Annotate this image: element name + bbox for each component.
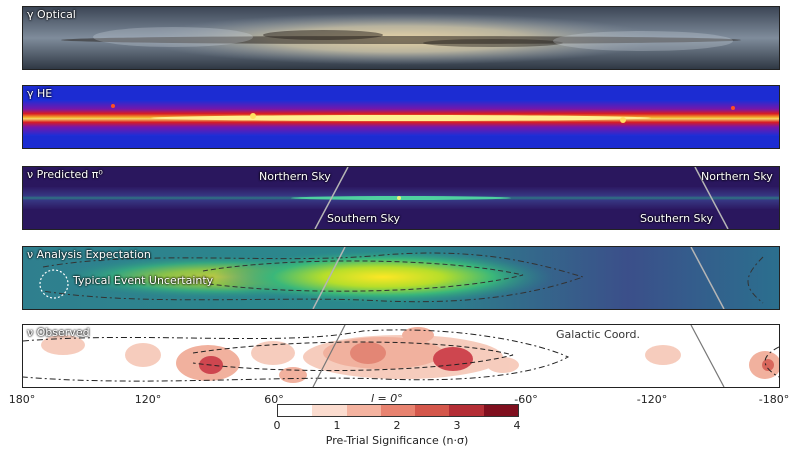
axis-tick-neg60: -60° [514, 393, 538, 406]
observed-panel: ν Observed Galactic Coord. [22, 324, 780, 388]
predicted-image [23, 167, 779, 229]
colorbar-title: Pre-Trial Significance (n·σ) [325, 434, 469, 447]
predicted-label: ν Predicted π⁰ [27, 168, 103, 181]
optical-label: γ Optical [27, 8, 76, 21]
axis-tick-120: 120° [134, 393, 162, 406]
southern-sky-label-right: Southern Sky [640, 212, 714, 225]
gamma-he-label: γ HE [27, 87, 53, 100]
expectation-panel: ν Analysis Expectation Typical Event Unc… [22, 246, 780, 310]
gamma-he-image [23, 86, 779, 148]
typical-event-uncertainty-label: Typical Event Uncertainty [73, 274, 214, 287]
expectation-label: ν Analysis Expectation [27, 248, 151, 261]
colorbar-segment [415, 405, 450, 416]
axis-tick-180: 180° [8, 393, 36, 406]
northern-sky-label-right: Northern Sky [701, 170, 773, 183]
observed-label: ν Observed [27, 326, 90, 339]
colorbar-segment [346, 405, 381, 416]
l-zero-label: l = 0° [371, 392, 403, 405]
colorbar-segment [449, 405, 484, 416]
galactic-coord-label: Galactic Coord. [556, 328, 640, 341]
colorbar-tick-2: 2 [393, 419, 401, 432]
optical-image [23, 7, 779, 69]
axis-tick-neg120: -120° [636, 393, 668, 406]
colorbar-segment [483, 405, 518, 416]
colorbar-tick-0: 0 [273, 419, 281, 432]
northern-sky-label-left: Northern Sky [259, 170, 331, 183]
significance-colorbar [277, 404, 519, 417]
axis-tick-neg180: -180° [758, 393, 790, 406]
expectation-image [23, 247, 779, 309]
observed-image [23, 325, 779, 387]
optical-panel: γ Optical [22, 6, 780, 70]
gamma-he-panel: γ HE [22, 85, 780, 149]
colorbar-segment [278, 405, 313, 416]
axis-tick-60: 60° [264, 393, 284, 406]
colorbar-segment [380, 405, 416, 416]
southern-sky-label-left: Southern Sky [327, 212, 401, 225]
predicted-panel: ν Predicted π⁰ Northern Sky Southern Sky… [22, 166, 780, 230]
colorbar-tick-4: 4 [513, 419, 521, 432]
colorbar-tick-3: 3 [453, 419, 461, 432]
colorbar-segment [312, 405, 347, 416]
colorbar-tick-1: 1 [333, 419, 341, 432]
